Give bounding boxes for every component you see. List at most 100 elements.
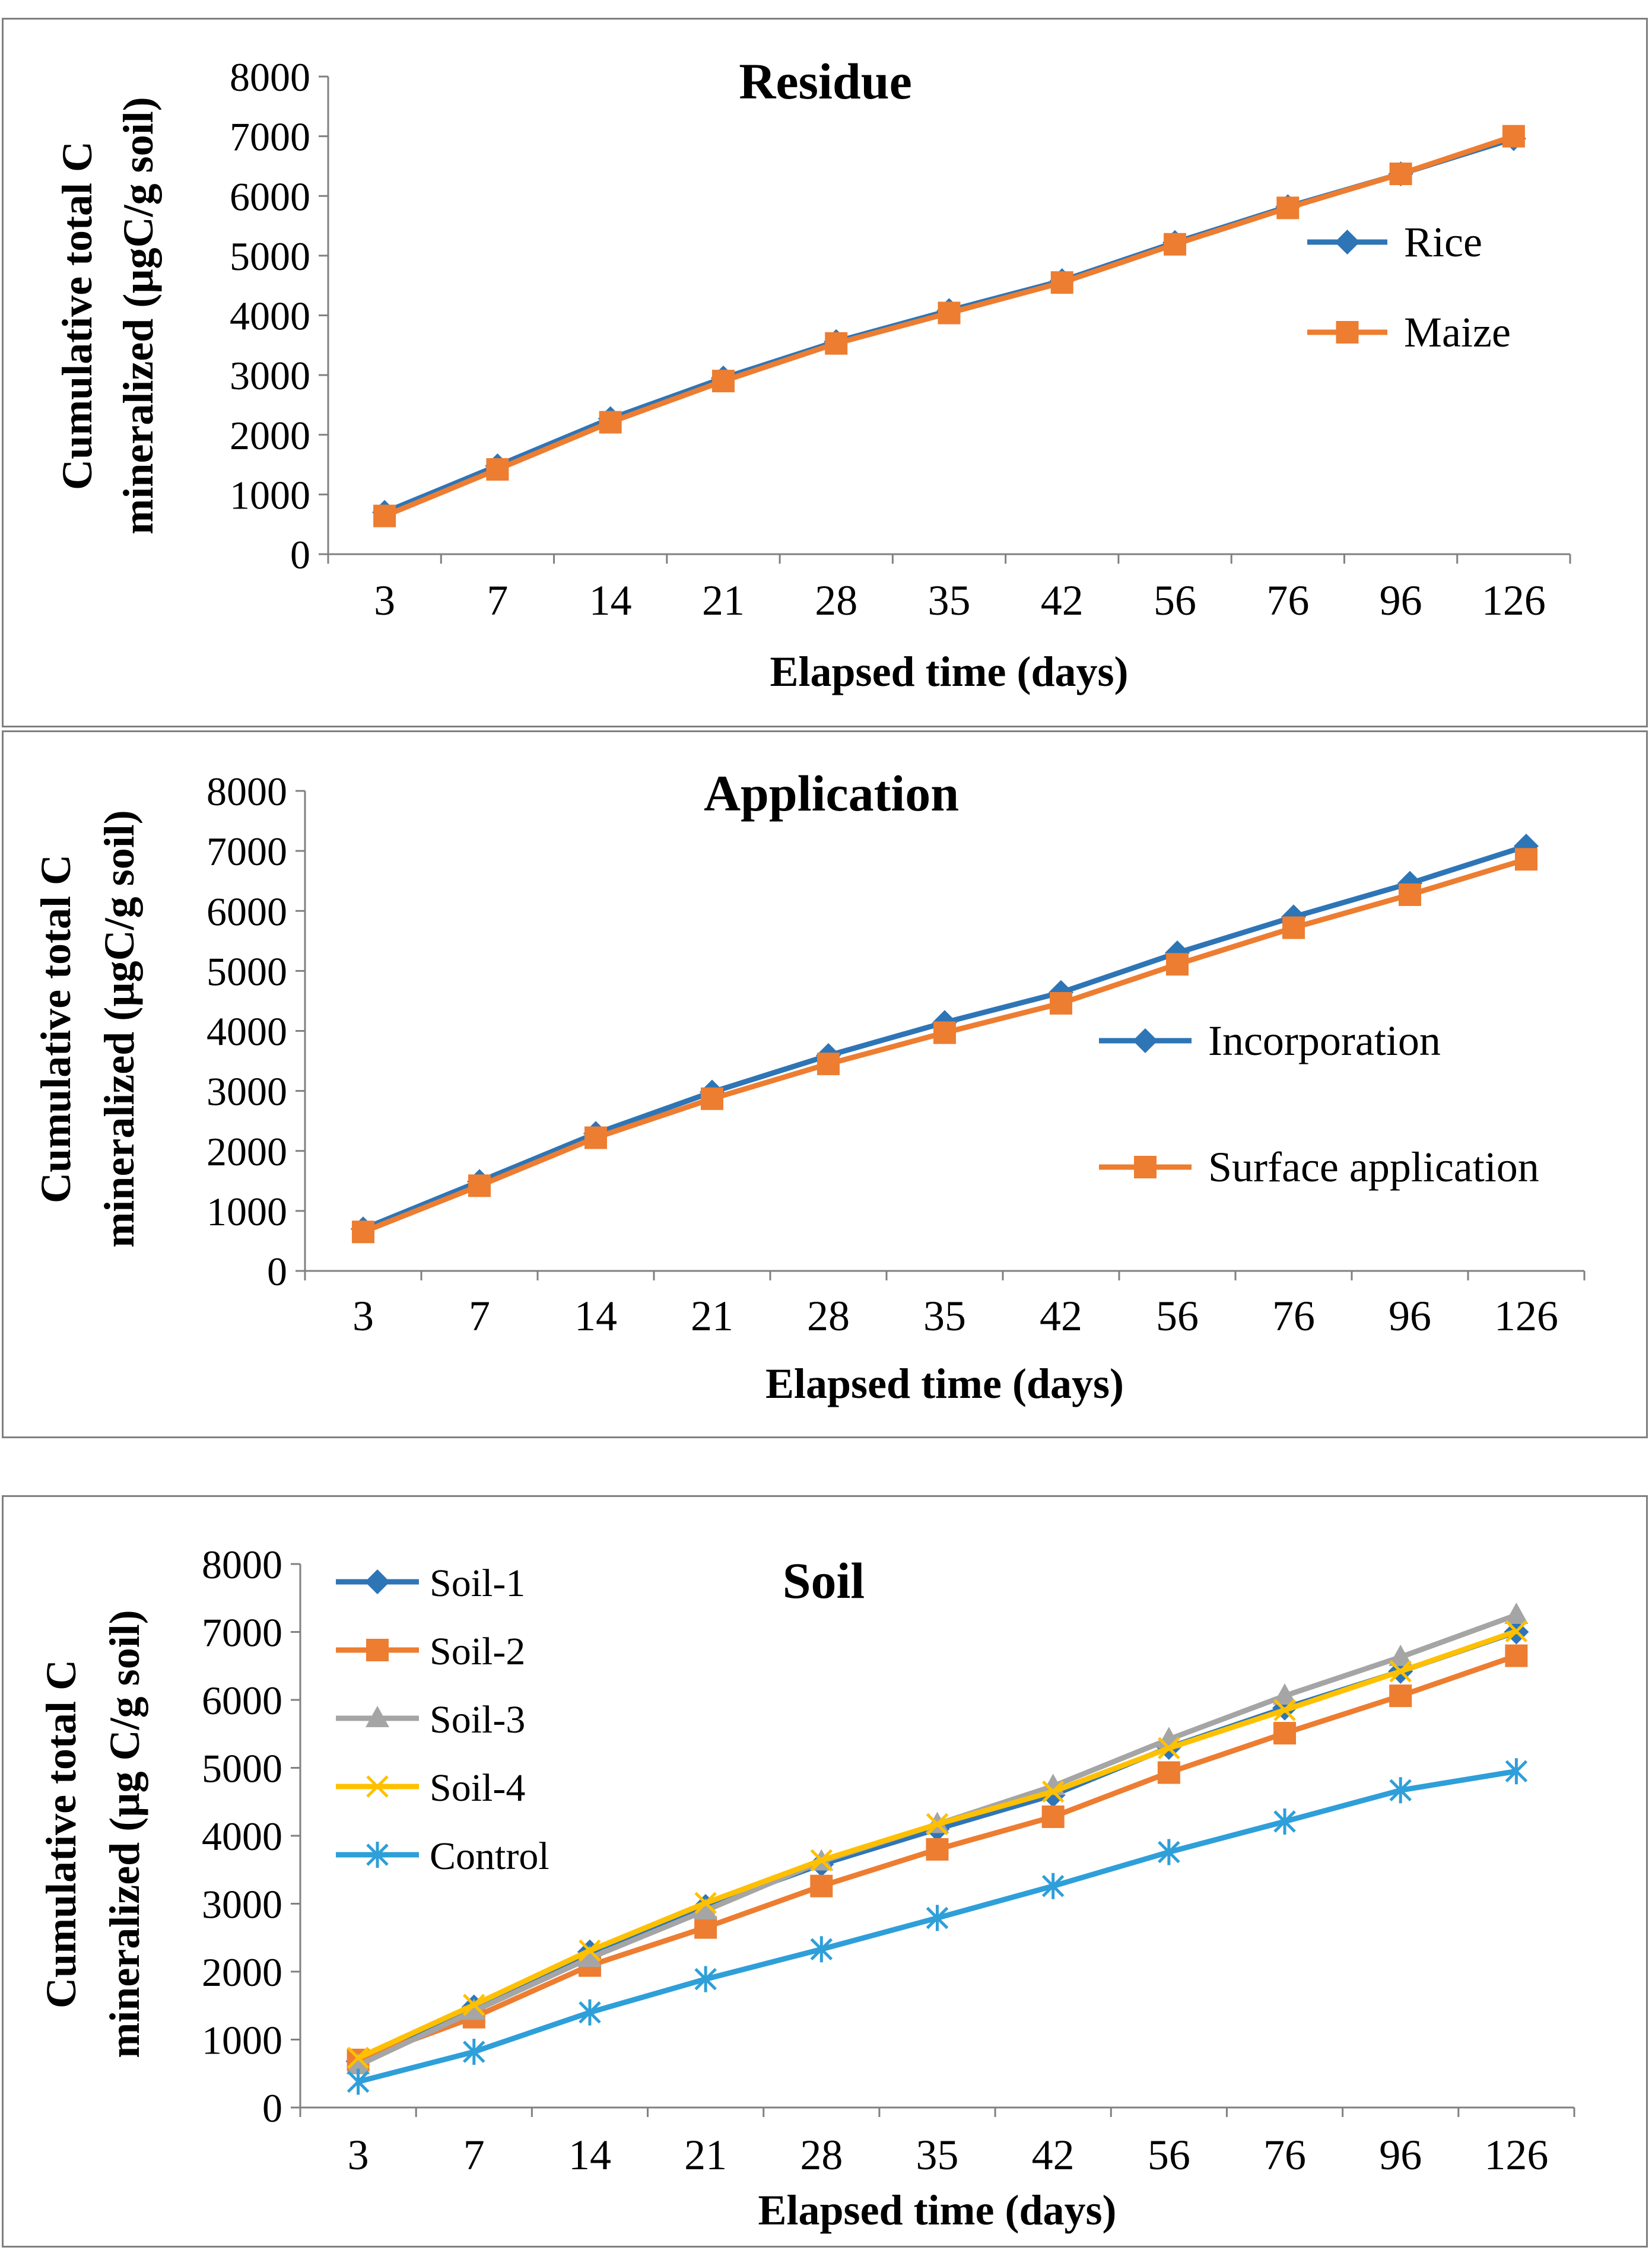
data-point [1273,1683,1297,1705]
data-point [1389,1660,1412,1683]
chart-title: Soil [783,1552,865,1609]
y-tick-label: 2000 [206,1129,287,1174]
y-tick-label: 6000 [230,174,310,219]
y-tick-label: 7000 [206,829,287,874]
y-tick-label: 8000 [230,55,310,100]
data-point [711,370,735,393]
data-point [1505,1644,1528,1667]
data-point [694,1966,717,1992]
data-point [1502,125,1525,148]
data-point [1273,1722,1297,1745]
data-point [1050,991,1072,1015]
data-point [468,1174,491,1197]
data-point [926,1813,949,1836]
legend-label: Soil-1 [430,1562,525,1605]
y-tick-label: 0 [262,2086,282,2131]
data-point [1389,1684,1412,1708]
data-point [938,301,961,325]
x-tick-label: 96 [1379,2131,1422,2179]
x-tick-label: 35 [916,2131,959,2179]
x-tick-label: 42 [1032,2131,1075,2179]
data-point [933,1021,956,1044]
data-point [1158,1839,1180,1865]
x-tick-label: 14 [568,2131,611,2179]
data-point [1515,848,1537,871]
x-tick-label: 14 [589,577,632,624]
legend-marker [1336,321,1359,344]
y-axis-label: Cumulative total C [53,141,101,490]
legend-marker [1133,1028,1158,1053]
y-axis-label: mineralized (µgC/g soil) [115,97,162,534]
soil-chart: 0 1000 2000 3000 4000 5000 6000 7000 8000 3 7 14 21 2… [37,1542,1575,2234]
y-tick-label: 1000 [202,2018,282,2063]
data-point [1158,1737,1180,1760]
y-tick-label: 2000 [202,1950,282,1995]
x-tick-label: 3 [352,1292,374,1340]
x-tick-label: 21 [702,577,745,624]
legend-label: Control [430,1835,549,1878]
residue-chart: 0 1000 2000 3000 4000 5000 6000 7000 8000 3 7 14 21 2… [53,53,1571,695]
application-chart-panel: 0 1000 2000 3000 4000 5000 6000 7000 8000 3 7 14 21 2… [2,730,1648,1438]
data-point [352,1220,374,1244]
x-tick-label: 56 [1148,2131,1190,2179]
y-tick-label: 5000 [202,1746,282,1791]
data-point [817,1053,840,1076]
data-point [1166,953,1189,976]
x-tick-label: 28 [815,577,857,624]
y-axis-label: Cumulative total C [32,854,80,1203]
data-point [926,1905,949,1931]
legend-label: Soil-2 [430,1630,525,1673]
y-tick-label: 2000 [230,413,310,458]
x-axis-label: Elapsed time (days) [758,2186,1116,2234]
legend-marker [1134,1156,1157,1178]
y-tick-label: 3000 [230,353,310,398]
data-point [1050,271,1073,294]
chart-title: Application [704,765,959,822]
data-point [463,2039,485,2065]
x-tick-label: 126 [1482,577,1546,624]
x-axis-label: Elapsed time (days) [765,1360,1124,1407]
data-point [347,2046,370,2070]
data-point [1389,1777,1412,1804]
y-tick-label: 3000 [202,1882,282,1927]
data-point [373,504,396,527]
data-point [579,1999,601,2026]
data-point [462,1998,486,2020]
legend-marker [1335,230,1360,255]
data-point [347,2068,370,2095]
y-tick-label: 0 [290,532,310,577]
y-tick-label: 5000 [230,234,310,279]
y-tick-label: 7000 [202,1610,282,1655]
x-tick-label: 76 [1263,2131,1306,2179]
x-tick-label: 76 [1266,577,1309,624]
x-tick-label: 42 [1040,1292,1082,1340]
data-point [694,1897,718,1919]
x-tick-label: 96 [1389,1292,1431,1340]
y-tick-label: 4000 [202,1814,282,1859]
x-tick-label: 126 [1494,1292,1558,1340]
data-point [926,1838,949,1861]
y-tick-label: 3000 [206,1069,287,1114]
data-point [1504,1602,1529,1624]
data-point [825,332,848,355]
data-point [701,1087,723,1110]
x-tick-label: 28 [800,2131,843,2179]
y-tick-label: 0 [267,1249,287,1294]
data-point [1505,1620,1528,1643]
application-chart: 0 1000 2000 3000 4000 5000 6000 7000 8000 3 7 14 21 2… [32,765,1586,1407]
data-point [577,1946,602,1967]
data-point [694,1892,717,1915]
x-tick-label: 7 [463,2131,485,2179]
data-point [584,1126,607,1149]
x-tick-label: 96 [1380,577,1422,624]
x-tick-label: 21 [691,1292,733,1340]
x-tick-label: 42 [1041,577,1084,624]
x-tick-label: 3 [374,577,395,624]
y-axis-label: Cumulative total C [37,1660,85,2008]
y-axis-label: mineralized (µgC/g soil) [96,810,143,1247]
legend-label: Soil-3 [430,1698,525,1741]
legend-marker [365,1569,390,1594]
legend-label: Soil-4 [430,1766,525,1810]
data-point [1505,1758,1528,1785]
y-tick-label: 5000 [206,949,287,994]
